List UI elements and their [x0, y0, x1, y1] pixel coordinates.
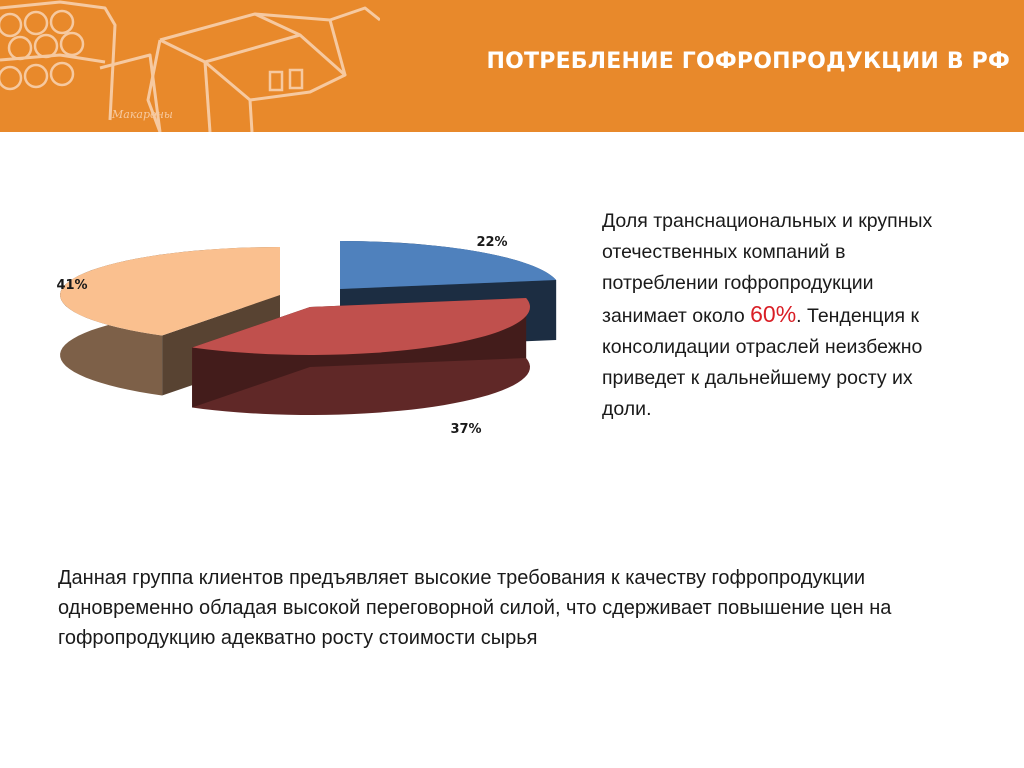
- pie-data-label: 22%: [476, 235, 507, 250]
- pie-labels: 22% 37% 41%: [56, 235, 507, 437]
- side-description: Доля транснациональных и крупных отечест…: [602, 206, 962, 425]
- cardboard-boxes-illustration: Макароны: [0, 0, 380, 132]
- pie-slices: [60, 241, 557, 415]
- side-text-highlight: 60%: [750, 301, 797, 327]
- page-title: ПОТРЕБЛЕНИЕ ГОФРОПРОДУКЦИИ В РФ: [486, 49, 1010, 74]
- pie-chart: 22% 37% 41%: [56, 235, 557, 437]
- box-label-text: Макароны: [111, 108, 173, 121]
- header-banner: Макароны ПОТРЕБЛЕНИЕ ГОФРОПРОДУКЦИИ В РФ: [0, 0, 1024, 132]
- side-text-part2: . Тенденция к консолидации отраслей неиз…: [602, 305, 923, 420]
- pie-slice-37: [192, 298, 530, 355]
- side-text-part1: Доля транснациональных и крупных отечест…: [602, 210, 933, 327]
- bottom-paragraph: Данная группа клиентов предъявляет высок…: [58, 567, 892, 649]
- pie-slice-22: [340, 241, 557, 289]
- pie-data-label: 41%: [56, 278, 87, 293]
- pie-slice-41: [60, 247, 280, 336]
- pie-data-label: 37%: [450, 422, 481, 437]
